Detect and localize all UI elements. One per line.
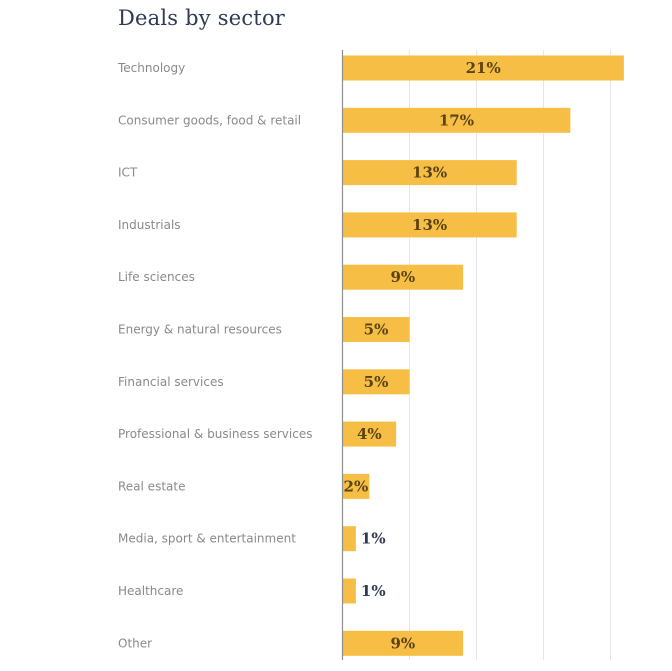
data-label: 13% [412, 164, 447, 182]
category-label: Other [118, 636, 152, 650]
bar [342, 317, 410, 342]
data-label: 5% [364, 373, 389, 391]
value-labels: 21% 17% 13% 13% 9% 5% 5% 4% 2% 1% 1% 9% [344, 59, 501, 652]
data-label: 21% [466, 59, 501, 77]
bar [342, 160, 517, 186]
bar [342, 473, 370, 499]
bar [342, 369, 410, 395]
bar [342, 421, 397, 447]
bar [342, 630, 464, 656]
bar [342, 264, 464, 290]
bar [342, 212, 517, 238]
data-label: 2% [344, 477, 369, 495]
category-label: ICT [118, 166, 138, 180]
category-label: Industrials [118, 218, 181, 232]
data-label: 1% [361, 582, 386, 600]
data-label: 1% [361, 530, 386, 548]
bar [342, 55, 624, 81]
category-label: Professional & business services [118, 427, 312, 441]
category-labels: Technology Consumer goods, food & retail I… [117, 61, 312, 650]
category-label: Financial services [118, 375, 224, 389]
category-label: Technology [117, 61, 185, 75]
category-label: Energy & natural resources [118, 323, 282, 337]
data-label: 5% [364, 321, 389, 339]
data-label: 17% [439, 111, 474, 129]
gridlines [409, 50, 611, 660]
bar [342, 578, 356, 604]
bars [342, 55, 624, 656]
data-label: 4% [357, 425, 382, 443]
data-label: 9% [390, 268, 415, 286]
category-label: Life sciences [118, 270, 195, 284]
bar [342, 526, 356, 552]
data-label: 9% [390, 634, 415, 652]
category-label: Consumer goods, food & retail [118, 113, 301, 127]
category-label: Real estate [118, 479, 185, 493]
bar [342, 107, 571, 133]
category-label: Healthcare [118, 584, 183, 598]
category-label: Media, sport & entertainment [118, 532, 296, 546]
data-label: 13% [412, 216, 447, 234]
chart-title: Deals by sector [118, 6, 286, 30]
